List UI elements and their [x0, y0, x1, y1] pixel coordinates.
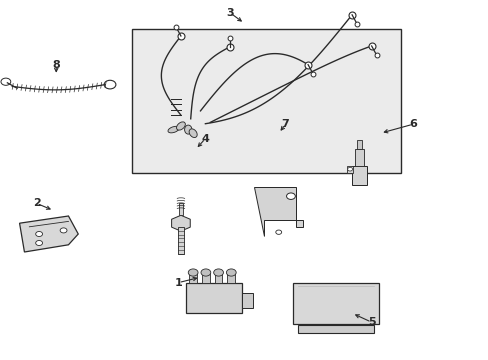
- Circle shape: [1, 78, 11, 85]
- Circle shape: [347, 167, 352, 171]
- Bar: [202, 273, 209, 283]
- Circle shape: [226, 269, 236, 276]
- Text: 4: 4: [201, 134, 209, 144]
- Bar: [356, 140, 361, 149]
- Circle shape: [201, 269, 210, 276]
- Circle shape: [104, 80, 116, 89]
- Ellipse shape: [189, 129, 197, 138]
- Circle shape: [275, 230, 281, 234]
- Circle shape: [36, 231, 42, 237]
- Ellipse shape: [184, 125, 192, 134]
- Text: 1: 1: [174, 278, 182, 288]
- Text: 5: 5: [367, 317, 375, 327]
- Polygon shape: [254, 187, 303, 236]
- Bar: [242, 293, 252, 308]
- Bar: [351, 166, 366, 185]
- Circle shape: [36, 240, 42, 246]
- Bar: [293, 283, 378, 324]
- Bar: [227, 273, 235, 283]
- Text: 6: 6: [408, 119, 416, 129]
- Polygon shape: [20, 216, 78, 252]
- Bar: [177, 227, 184, 254]
- Bar: [298, 325, 373, 333]
- Circle shape: [213, 269, 223, 276]
- Text: 2: 2: [33, 198, 41, 208]
- Text: 7: 7: [281, 119, 289, 129]
- Ellipse shape: [176, 122, 185, 130]
- Bar: [185, 283, 242, 313]
- Bar: [179, 203, 183, 215]
- Text: 3: 3: [225, 8, 233, 18]
- Circle shape: [188, 269, 198, 276]
- Bar: [132, 29, 400, 173]
- Bar: [346, 166, 352, 173]
- Circle shape: [60, 228, 67, 233]
- Bar: [354, 149, 364, 166]
- Circle shape: [286, 193, 295, 199]
- Ellipse shape: [168, 126, 179, 133]
- Bar: [214, 273, 222, 283]
- Text: 8: 8: [52, 60, 60, 70]
- Polygon shape: [171, 215, 190, 231]
- Bar: [189, 273, 197, 283]
